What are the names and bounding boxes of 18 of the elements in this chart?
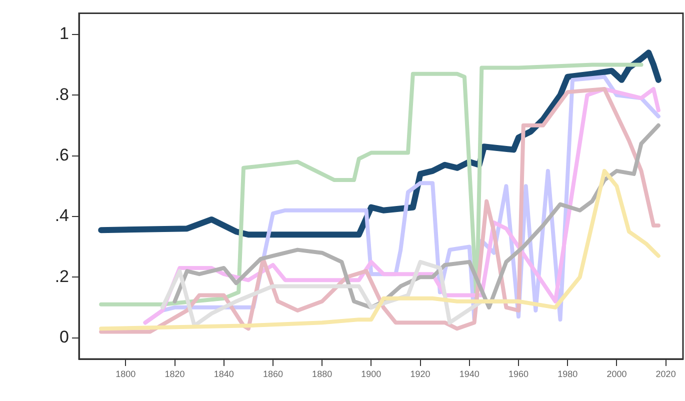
- x-tick-label: 1800: [116, 368, 136, 379]
- x-tick-label: 1980: [558, 368, 578, 379]
- x-tick-label: 1840: [214, 368, 234, 379]
- y-tick-label: .2: [54, 266, 69, 286]
- x-tick-label: 1880: [312, 368, 332, 379]
- x-tick-label: 2000: [606, 368, 627, 379]
- x-tick-label: 1860: [262, 368, 283, 379]
- x-tick-label: 1920: [410, 368, 430, 379]
- x-tick-label: 1960: [508, 368, 529, 379]
- y-tick-label: 0: [60, 327, 69, 346]
- x-tick-label: 1940: [459, 368, 480, 379]
- y-tick-label: .6: [54, 145, 69, 164]
- y-tick-label: 1: [60, 24, 69, 44]
- x-tick-label: 2020: [656, 368, 676, 379]
- y-tick-label: .4: [54, 206, 69, 226]
- x-tick-label: 1820: [164, 368, 185, 379]
- y-tick-label: .8: [54, 84, 69, 104]
- x-tick-label: 1900: [361, 368, 382, 379]
